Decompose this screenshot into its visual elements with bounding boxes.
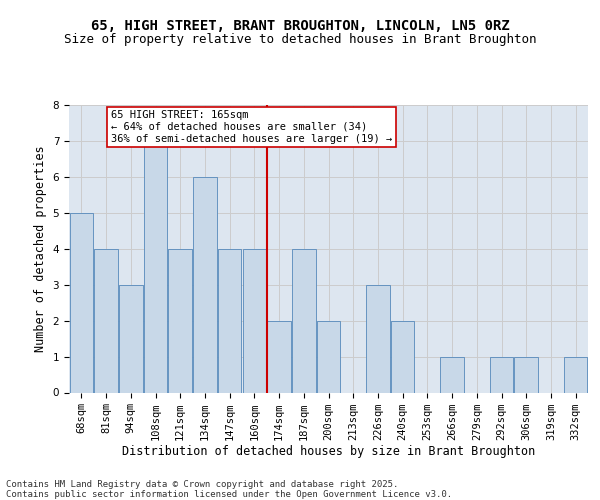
Bar [317, 320, 340, 392]
Bar [94, 249, 118, 392]
Bar [242, 249, 266, 392]
Bar [564, 356, 587, 392]
Text: 65 HIGH STREET: 165sqm
← 64% of detached houses are smaller (34)
36% of semi-det: 65 HIGH STREET: 165sqm ← 64% of detached… [111, 110, 392, 144]
Bar [366, 284, 389, 393]
Text: Contains HM Land Registry data © Crown copyright and database right 2025.
Contai: Contains HM Land Registry data © Crown c… [6, 480, 452, 499]
Bar [218, 249, 241, 392]
Text: 65, HIGH STREET, BRANT BROUGHTON, LINCOLN, LN5 0RZ: 65, HIGH STREET, BRANT BROUGHTON, LINCOL… [91, 19, 509, 33]
Bar [292, 249, 316, 392]
Bar [514, 356, 538, 392]
Bar [119, 284, 143, 393]
Bar [391, 320, 415, 392]
Bar [169, 249, 192, 392]
Bar [193, 177, 217, 392]
Bar [70, 213, 93, 392]
Y-axis label: Number of detached properties: Number of detached properties [34, 146, 47, 352]
Text: Size of property relative to detached houses in Brant Broughton: Size of property relative to detached ho… [64, 32, 536, 46]
Bar [490, 356, 513, 392]
X-axis label: Distribution of detached houses by size in Brant Broughton: Distribution of detached houses by size … [122, 446, 535, 458]
Bar [144, 141, 167, 393]
Bar [440, 356, 464, 392]
Bar [268, 320, 291, 392]
